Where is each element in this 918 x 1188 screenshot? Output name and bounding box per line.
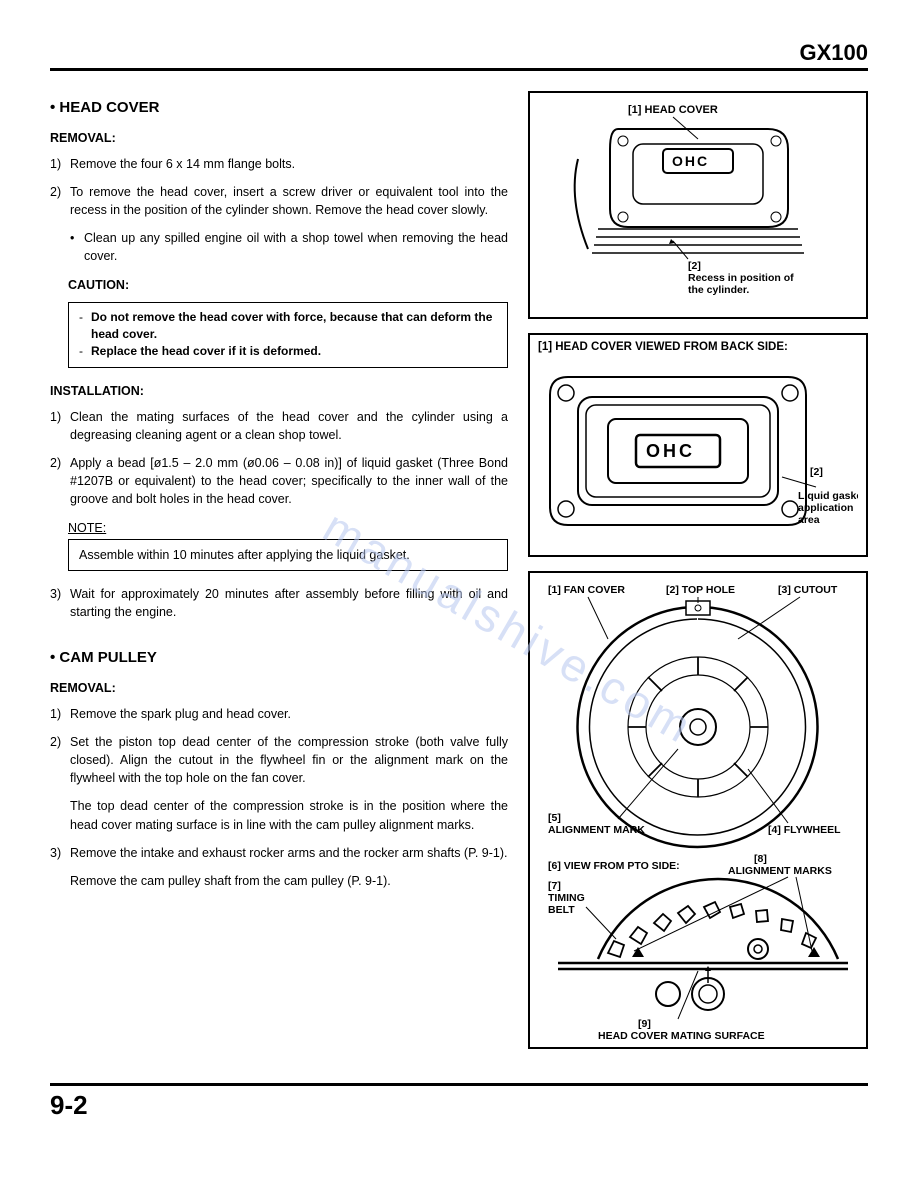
step-num: 1) — [50, 155, 70, 173]
svg-text:the cylinder.: the cylinder. — [688, 284, 749, 296]
step-num: 3) — [50, 585, 70, 621]
removal-step: 1) Remove the four 6 x 14 mm flange bolt… — [50, 155, 508, 173]
removal-label: REMOVAL: — [50, 129, 508, 147]
step-num: 2) — [50, 733, 70, 787]
svg-text:[8]: [8] — [754, 853, 767, 865]
cam-step: 2) Set the piston top dead center of the… — [50, 733, 508, 787]
caution-box: -Do not remove the head cover with force… — [68, 302, 508, 368]
step-num: 1) — [50, 705, 70, 723]
svg-text:[1] HEAD COVER: [1] HEAD COVER — [628, 104, 718, 116]
svg-text:[7]: [7] — [548, 880, 561, 892]
svg-text:[3] CUTOUT: [3] CUTOUT — [778, 584, 838, 596]
step-num: 2) — [50, 454, 70, 508]
step-num: 1) — [50, 408, 70, 444]
svg-text:[2]: [2] — [810, 466, 823, 478]
note-box: Assemble within 10 minutes after applyin… — [68, 539, 508, 571]
svg-text:OHC: OHC — [646, 441, 695, 461]
cam-step-para: The top dead center of the compression s… — [50, 797, 508, 833]
cam-pulley-title: • CAM PULLEY — [50, 647, 508, 669]
step-num: 3) — [50, 844, 70, 862]
figure-head-cover: [1] HEAD COVER OHC — [528, 91, 868, 319]
footer: 9-2 — [50, 1083, 868, 1121]
caution-label: CAUTION: — [68, 276, 508, 294]
svg-text:[1] FAN COVER: [1] FAN COVER — [548, 584, 625, 596]
fan-cover-diagram: [1] FAN COVER [2] TOP HOLE [3] CUTOUT — [538, 579, 858, 1039]
step-text: To remove the head cover, insert a screw… — [70, 183, 508, 219]
svg-text:[5]: [5] — [548, 812, 561, 824]
install-step: 2) Apply a bead [ø1.5 – 2.0 mm (ø0.06 – … — [50, 454, 508, 508]
bullet-text: Clean up any spilled engine oil with a s… — [84, 229, 508, 265]
svg-text:[4] FLYWHEEL: [4] FLYWHEEL — [768, 824, 841, 836]
svg-text:[2]: [2] — [688, 260, 701, 272]
svg-text:TIMING: TIMING — [548, 892, 585, 904]
svg-text:application: application — [798, 502, 853, 514]
step-text: Set the piston top dead center of the co… — [70, 733, 508, 787]
para-text: Remove the cam pulley shaft from the cam… — [70, 872, 508, 890]
head-cover-diagram: [1] HEAD COVER OHC — [538, 99, 858, 309]
step-text: Remove the intake and exhaust rocker arm… — [70, 844, 508, 862]
svg-text:Liquid gasket: Liquid gasket — [798, 490, 858, 502]
svg-text:HEAD COVER MATING SURFACE: HEAD COVER MATING SURFACE — [598, 1030, 765, 1039]
svg-text:[9]: [9] — [638, 1018, 651, 1030]
step-text: Wait for approximately 20 minutes after … — [70, 585, 508, 621]
right-column: [1] HEAD COVER OHC — [528, 91, 868, 1063]
step-text: Remove the four 6 x 14 mm flange bolts. — [70, 155, 508, 173]
note-label: NOTE: — [68, 519, 508, 537]
sub-bullet: • Clean up any spilled engine oil with a… — [70, 229, 508, 265]
cam-step: 3) Remove the intake and exhaust rocker … — [50, 844, 508, 862]
fig2-title: [1] HEAD COVER VIEWED FROM BACK SIDE: — [538, 341, 858, 353]
install-step: 3) Wait for approximately 20 minutes aft… — [50, 585, 508, 621]
caution-line: Do not remove the head cover with force,… — [91, 310, 492, 341]
installation-label: INSTALLATION: — [50, 382, 508, 400]
left-column: • HEAD COVER REMOVAL: 1) Remove the four… — [50, 91, 508, 1063]
cam-step-para: Remove the cam pulley shaft from the cam… — [50, 872, 508, 890]
svg-text:ALIGNMENT MARK: ALIGNMENT MARK — [548, 824, 645, 836]
step-text: Remove the spark plug and head cover. — [70, 705, 508, 723]
figure-fan-cover: [1] FAN COVER [2] TOP HOLE [3] CUTOUT — [528, 571, 868, 1049]
step-text: Clean the mating surfaces of the head co… — [70, 408, 508, 444]
svg-text:[2] TOP HOLE: [2] TOP HOLE — [666, 584, 735, 596]
svg-text:OHC: OHC — [672, 153, 709, 169]
para-text: The top dead center of the compression s… — [70, 797, 508, 833]
page-header-model: GX100 — [50, 40, 868, 71]
svg-text:Recess in position of: Recess in position of — [688, 272, 794, 284]
cam-removal-label: REMOVAL: — [50, 679, 508, 697]
removal-step: 2) To remove the head cover, insert a sc… — [50, 183, 508, 219]
svg-text:[6] VIEW FROM PTO SIDE:: [6] VIEW FROM PTO SIDE: — [548, 860, 680, 872]
svg-text:area: area — [798, 514, 820, 526]
caution-line: Replace the head cover if it is deformed… — [91, 344, 321, 358]
svg-text:BELT: BELT — [548, 904, 575, 916]
head-cover-title: • HEAD COVER — [50, 97, 508, 119]
figure-head-cover-back: [1] HEAD COVER VIEWED FROM BACK SIDE: — [528, 333, 868, 557]
cam-step: 1) Remove the spark plug and head cover. — [50, 705, 508, 723]
bullet-dot: • — [70, 229, 84, 265]
step-num: 2) — [50, 183, 70, 219]
svg-text:ALIGNMENT MARKS: ALIGNMENT MARKS — [728, 865, 832, 877]
page-number: 9-2 — [50, 1090, 88, 1120]
head-cover-back-diagram: OHC [2] Liquid gasket application area — [538, 357, 858, 547]
step-text: Apply a bead [ø1.5 – 2.0 mm (ø0.06 – 0.0… — [70, 454, 508, 508]
install-step: 1) Clean the mating surfaces of the head… — [50, 408, 508, 444]
